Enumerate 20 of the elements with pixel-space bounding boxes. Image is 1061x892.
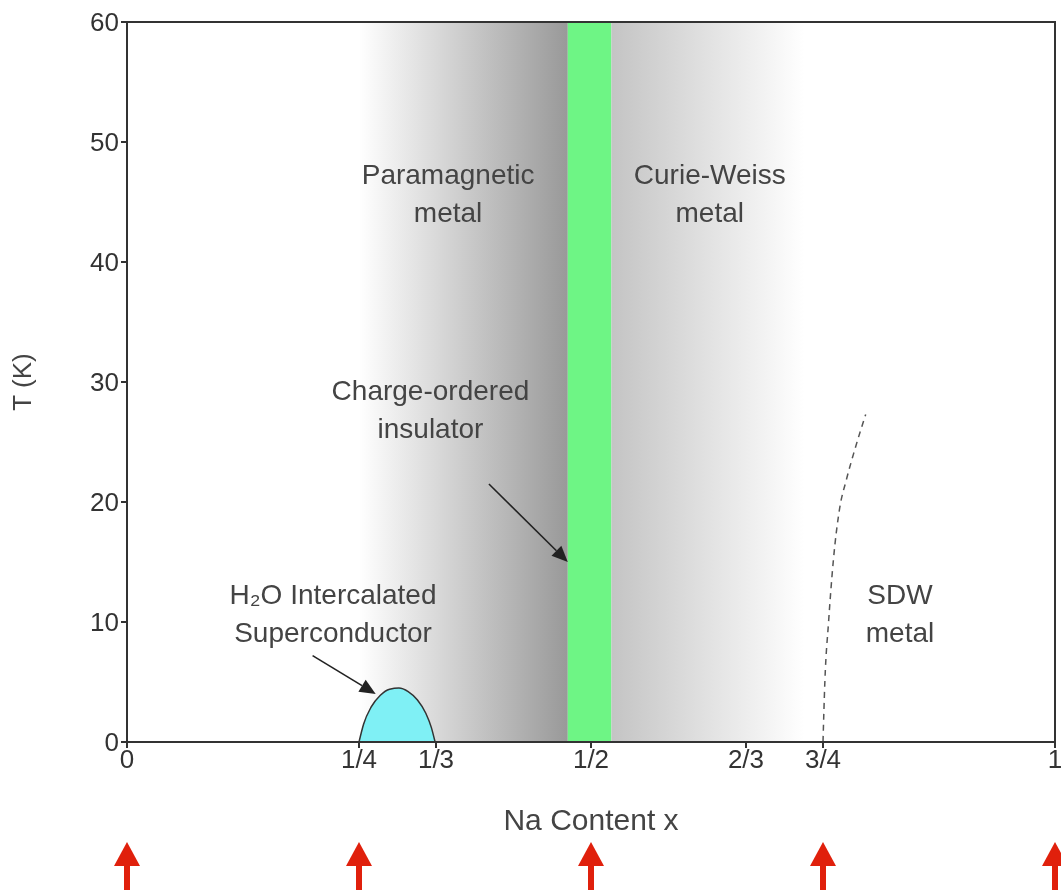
x-tick-label: 3/4 [804,744,842,775]
x-tick-label: 1/2 [572,744,610,775]
line-series [822,413,867,742]
y-tick-label: 50 [90,127,119,157]
annotation: SDW metal [865,579,935,648]
y-tick-label: 20 [90,487,119,517]
y-tick-label: 60 [90,7,119,37]
y-tick-label: 40 [90,247,119,277]
x-tick-label: 2/3 [727,744,765,775]
x-tick-label: 1/4 [340,744,378,775]
x-tick-label: 1 [1047,744,1061,775]
y-tick-label: 30 [90,367,119,397]
annotation: Charge-ordered insulator [331,375,530,444]
annotation: Paramagnetic metal [361,159,535,228]
y-axis-title: T (K) [7,353,38,411]
y-tick-label: 10 [90,607,119,637]
annotation: Curie-Weiss metal [633,159,786,228]
x-tick-label: 1/3 [417,744,455,775]
annotation: H₂O Intercalated Superconductor [229,579,437,648]
x-axis-title: Na Content x [503,803,679,836]
